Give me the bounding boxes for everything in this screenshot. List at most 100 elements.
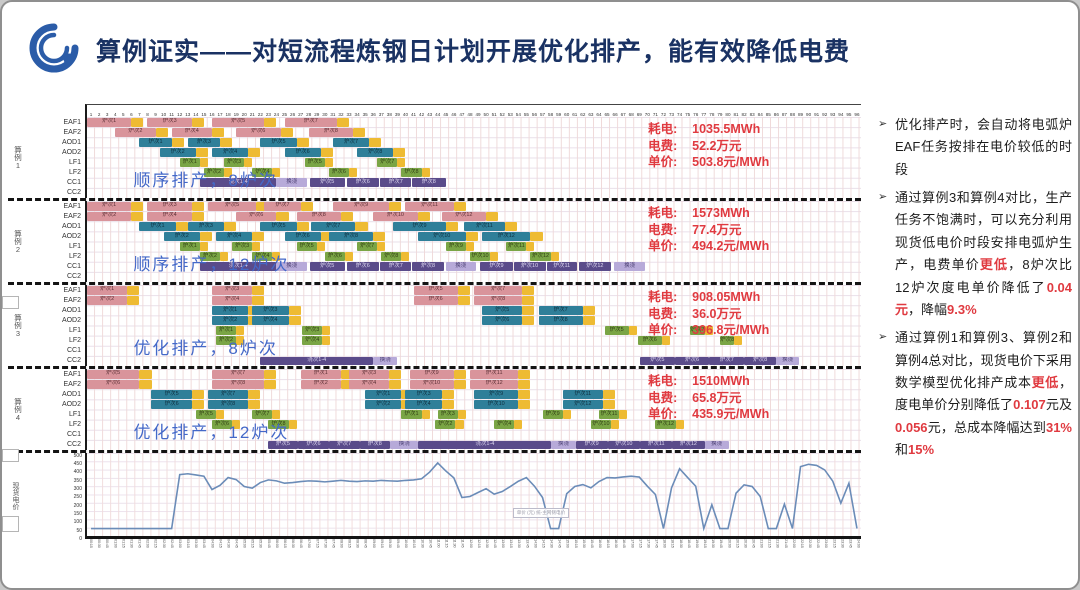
setup-tail-bar bbox=[518, 369, 531, 379]
setup-tail-bar bbox=[224, 168, 233, 178]
machine-row-label: LF1 bbox=[68, 327, 81, 335]
period-tick-label: 6 bbox=[130, 112, 133, 117]
setup-tail-bar bbox=[127, 285, 140, 295]
price-xtick-label: 10:30 bbox=[420, 539, 425, 548]
period-tick-label: 8 bbox=[146, 112, 149, 117]
price-xtick-label: 04:00 bbox=[210, 539, 215, 548]
gantt-bar: 炉次1 bbox=[401, 410, 422, 420]
gantt-bar: 炉次1 bbox=[87, 285, 128, 295]
price-xtick-label: 13:30 bbox=[517, 539, 522, 548]
stat-label: 电费: bbox=[648, 306, 678, 321]
setup-tail-bar bbox=[155, 127, 168, 137]
price-xtick-label: 22:45 bbox=[816, 539, 821, 548]
gantt-bar: 浇次1-4 bbox=[260, 356, 374, 366]
period-tick-label: 42 bbox=[419, 112, 425, 117]
case-stats: 耗电: 908.05MWh 电费: 36.0万元 单价: 396.8元/MWh bbox=[648, 289, 769, 339]
gantt-bar: 炉次11 bbox=[640, 440, 673, 450]
price-xtick-label: 17:45 bbox=[654, 539, 659, 548]
price-xtick-label: 15:45 bbox=[589, 539, 594, 548]
gantt-bar: 炉次7 bbox=[284, 117, 337, 127]
gantt-bar: 炉次7 bbox=[538, 305, 583, 315]
price-ytick-label: 50 bbox=[76, 527, 82, 534]
setup-tail-bar bbox=[704, 326, 713, 336]
gantt-bar: 炉次8 bbox=[411, 262, 445, 272]
highlight-text: 0.107 bbox=[1013, 397, 1046, 413]
machine-row-label: AOD1 bbox=[61, 138, 81, 146]
machine-row-label: EAF2 bbox=[63, 296, 81, 304]
gantt-bar: 炉次6 bbox=[328, 168, 350, 178]
machine-row-label: CC2 bbox=[66, 189, 81, 197]
machine-row-label: AOD2 bbox=[61, 232, 81, 240]
gantt-bar: 炉次10 bbox=[417, 232, 466, 241]
price-xtick-label: 01:45 bbox=[137, 539, 142, 548]
gantt-bar: 炉次7 bbox=[332, 137, 370, 147]
period-tick-label: 26 bbox=[290, 112, 296, 117]
setup-tail-bar bbox=[340, 379, 354, 389]
edge-artifact-box bbox=[2, 449, 19, 462]
setup-tail-bar bbox=[131, 201, 144, 211]
price-xtick-label: 05:15 bbox=[250, 539, 255, 548]
highlight-text: 15% bbox=[908, 442, 935, 458]
period-tick-label: 75 bbox=[685, 112, 691, 117]
setup-tail-bar bbox=[220, 252, 229, 262]
period-tick-label: 77 bbox=[701, 112, 707, 117]
period-tick-label: 24 bbox=[273, 112, 280, 117]
case-caption: 顺序排产，12炉次 bbox=[133, 254, 290, 274]
setup-tail-bar bbox=[393, 148, 406, 157]
price-xtick-label: 11:45 bbox=[460, 539, 465, 548]
period-tick-label: 57 bbox=[539, 112, 546, 117]
price-xtick-label: 05:00 bbox=[242, 539, 247, 548]
setup-tail-bar bbox=[518, 379, 531, 389]
period-tick-label: 72 bbox=[660, 112, 667, 117]
gantt-bar: 炉次5 bbox=[260, 137, 297, 147]
gantt-bar: 炉次11 bbox=[598, 410, 620, 420]
gantt-bar: 换浇 bbox=[390, 440, 419, 450]
period-tick-label: 90 bbox=[806, 112, 812, 117]
period-tick-label: 39 bbox=[394, 112, 400, 117]
gantt-bar: 炉次11 bbox=[464, 221, 505, 231]
setup-tail-bar bbox=[272, 410, 281, 420]
stat-label: 电费: bbox=[648, 222, 678, 237]
conclusion-bullet: ➢ 通过算例1和算例3、算例2和算例4总对比，现货电价下采用数学模型优化排产成本更… bbox=[878, 327, 1072, 461]
period-tick-label: 44 bbox=[435, 112, 441, 117]
case-caption: 优化排产，8炉次 bbox=[133, 338, 278, 358]
price-xtick-label: 16:45 bbox=[622, 539, 627, 548]
price-xtick-label: 18:00 bbox=[662, 539, 667, 548]
price-xtick-label: 21:30 bbox=[775, 539, 780, 548]
gantt-bar: 炉次3 bbox=[349, 369, 390, 379]
price-xtick-label: 11:30 bbox=[452, 539, 457, 548]
machine-row-label: CC1 bbox=[66, 431, 81, 439]
price-xtick-label: 18:30 bbox=[678, 539, 683, 548]
setup-tail-bar bbox=[602, 389, 616, 399]
machine-row-label: AOD2 bbox=[61, 148, 81, 156]
period-tick-label: 17 bbox=[217, 112, 223, 117]
stat-label: 单价: bbox=[648, 239, 678, 254]
highlight-text: 更低 bbox=[979, 257, 1009, 273]
period-tick-label: 22 bbox=[257, 112, 263, 117]
setup-tail-bar bbox=[526, 242, 535, 252]
price-xtick-label: 18:15 bbox=[670, 539, 675, 548]
machine-row-label: LF2 bbox=[68, 169, 81, 177]
period-tick-label: 32 bbox=[338, 112, 344, 117]
gantt-bar: 炉次11 bbox=[405, 201, 454, 211]
period-tick-label: 28 bbox=[306, 112, 312, 117]
period-tick-label: 76 bbox=[693, 112, 699, 117]
gantt-bar: 炉次6 bbox=[151, 400, 192, 409]
plain-text: ，8炉次比12炉次度电单价降低了 bbox=[895, 257, 1072, 295]
setup-tail-bar bbox=[276, 211, 289, 221]
period-tick-label: 16 bbox=[209, 112, 215, 117]
period-tick-label: 78 bbox=[709, 112, 715, 117]
period-tick-label: 5 bbox=[122, 112, 125, 117]
setup-tail-bar bbox=[611, 420, 620, 430]
bullet-arrow-icon: ➢ bbox=[878, 331, 888, 344]
machine-row-label: AOD2 bbox=[61, 400, 81, 408]
gantt-bar: 炉次9 bbox=[332, 201, 390, 211]
gantt-grid: 炉次1 炉次3 炉次5 炉次7 炉次2 炉次4 炉次6 炉次8 炉次1 炉次3 炉次5 炉次7 炉次2 炉… bbox=[85, 117, 861, 198]
gantt-bar: 炉次5 bbox=[413, 285, 458, 295]
gantt-bar: 浇次1-4 bbox=[199, 262, 277, 272]
gantt-bar: 炉次6 bbox=[674, 356, 710, 366]
price-xtick-label: 19:30 bbox=[711, 539, 716, 548]
period-tick-label: 18 bbox=[225, 112, 231, 117]
setup-tail-bar bbox=[211, 127, 225, 137]
